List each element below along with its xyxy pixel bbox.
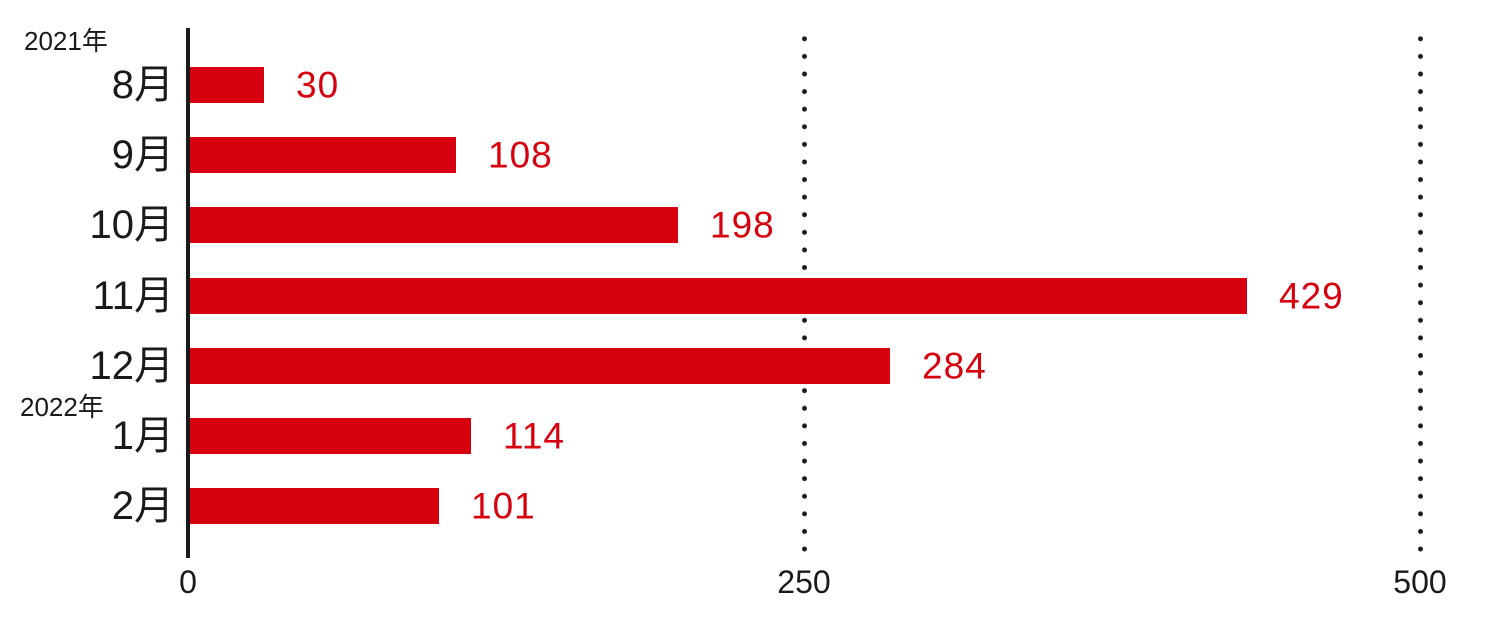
bar bbox=[190, 278, 1247, 314]
bar bbox=[190, 488, 439, 524]
bar bbox=[190, 348, 890, 384]
bar-value-label: 30 bbox=[296, 64, 340, 106]
gridline-500 bbox=[1417, 30, 1423, 558]
bar-value-label: 114 bbox=[503, 415, 565, 457]
month-label: 10月 bbox=[89, 203, 175, 247]
x-tick-label-250: 250 bbox=[777, 564, 831, 600]
y-axis-line bbox=[186, 28, 190, 558]
bar-value-label: 108 bbox=[488, 134, 553, 176]
bar-value-label: 284 bbox=[922, 345, 987, 387]
bar bbox=[190, 418, 471, 454]
bar-value-label: 198 bbox=[710, 204, 775, 246]
year-label-2021: 2021年 bbox=[24, 26, 108, 56]
x-tick-label-500: 500 bbox=[1393, 564, 1447, 600]
bar bbox=[190, 67, 264, 103]
month-label: 11月 bbox=[92, 274, 174, 318]
x-tick-label-0: 0 bbox=[179, 564, 197, 600]
year-label-2022: 2022年 bbox=[20, 392, 104, 422]
bar-value-label: 101 bbox=[471, 485, 536, 527]
bar bbox=[190, 137, 456, 173]
month-label: 2月 bbox=[111, 484, 174, 528]
month-label: 8月 bbox=[111, 63, 174, 107]
month-label: 1月 bbox=[111, 414, 174, 458]
month-label: 9月 bbox=[111, 133, 174, 177]
bar bbox=[190, 207, 678, 243]
month-label: 12月 bbox=[89, 344, 175, 388]
bar-value-label: 429 bbox=[1279, 275, 1344, 317]
